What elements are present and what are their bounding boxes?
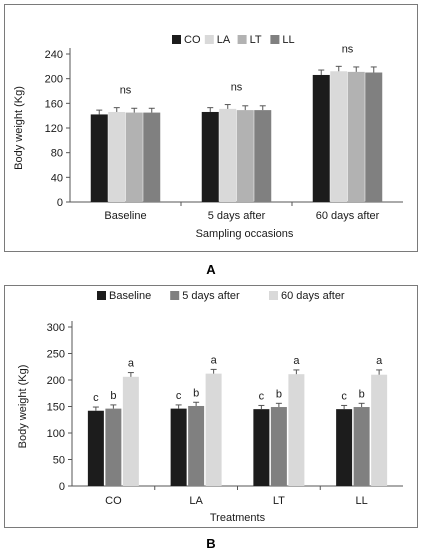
- significance-letter: a: [211, 354, 218, 366]
- significance-letter: b: [193, 387, 199, 399]
- x-tick-label: LA: [189, 495, 203, 507]
- significance-letter: a: [128, 358, 135, 370]
- bar: [108, 111, 126, 202]
- y-tick-label: 240: [45, 49, 63, 61]
- chart-b: 0 50 100 150 200 250 300 Body weight (Kg) Treatm…: [17, 290, 403, 524]
- x-tick-label: LT: [273, 495, 285, 507]
- legend-swatch: [269, 291, 278, 300]
- legend-label: CO: [184, 34, 201, 46]
- significance-letter: c: [341, 390, 347, 402]
- x-tick-label: 60 days after: [316, 210, 380, 222]
- y-tick-label: 100: [47, 428, 65, 440]
- legend-swatch: [204, 35, 214, 44]
- significance-letter: b: [359, 388, 365, 400]
- y-tick-label: 40: [51, 172, 63, 184]
- x-tick-label: 5 days after: [208, 210, 266, 222]
- legend-label: 5 days after: [182, 290, 240, 302]
- y-tick-label: 0: [57, 197, 63, 209]
- significance-letter: a: [376, 355, 383, 367]
- bar: [143, 112, 161, 202]
- y-axis-label: Body weight (Kg): [17, 365, 29, 449]
- bar: [288, 374, 305, 486]
- bar: [188, 405, 205, 486]
- x-tick-label: Baseline: [104, 210, 146, 222]
- ns-annotation: ns: [231, 82, 243, 94]
- bar: [87, 410, 104, 486]
- y-tick-label: 200: [45, 74, 63, 86]
- chart-a: 0 40 80 120 160 200 240 Body weight (Kg) Samplin…: [13, 34, 403, 240]
- bar: [347, 71, 365, 202]
- ns-annotation: ns: [120, 85, 132, 97]
- y-tick-label: 80: [51, 148, 63, 160]
- panel-label-b: B: [206, 536, 216, 551]
- legend-label: LT: [250, 34, 262, 46]
- x-tick-label: LL: [356, 495, 368, 507]
- legend-label: LA: [217, 34, 231, 46]
- y-tick-label: 150: [47, 402, 65, 414]
- panel-label-a: A: [206, 262, 216, 277]
- y-axis-label: Body weight (Kg): [13, 86, 25, 170]
- y-tick-label: 300: [47, 322, 65, 334]
- bar: [105, 408, 122, 486]
- significance-letter: c: [176, 390, 182, 402]
- bar: [270, 407, 287, 486]
- legend-label: 60 days after: [281, 290, 345, 302]
- significance-letter: b: [276, 388, 282, 400]
- y-tick-label: 0: [59, 481, 65, 493]
- y-tick-label: 50: [53, 455, 65, 467]
- bar: [371, 374, 388, 486]
- significance-letter: a: [293, 355, 300, 367]
- bar: [201, 111, 219, 202]
- bar: [365, 72, 383, 202]
- y-tick-label: 120: [45, 123, 63, 135]
- significance-letter: c: [259, 390, 265, 402]
- bar: [236, 110, 254, 202]
- bar: [312, 74, 330, 202]
- bar: [253, 409, 270, 486]
- bar: [122, 376, 139, 486]
- bar: [336, 409, 353, 486]
- legend-swatch: [172, 35, 181, 44]
- bar: [125, 112, 143, 202]
- legend-swatch: [170, 291, 180, 300]
- bar: [170, 408, 187, 486]
- significance-letter: c: [93, 392, 99, 404]
- x-tick-label: CO: [105, 495, 122, 507]
- significance-letter: b: [110, 390, 116, 402]
- legend-swatch: [237, 35, 247, 44]
- y-tick-label: 200: [47, 375, 65, 387]
- bar: [205, 373, 222, 486]
- bar: [219, 108, 237, 202]
- ns-annotation: ns: [342, 43, 354, 55]
- bar: [90, 114, 108, 202]
- bar: [330, 71, 348, 203]
- x-axis-label: Sampling occasions: [196, 228, 294, 240]
- y-tick-label: 250: [47, 349, 65, 361]
- legend-swatch: [97, 291, 106, 300]
- bar: [353, 407, 370, 486]
- legend-label: Baseline: [109, 290, 151, 302]
- legend-swatch: [270, 35, 280, 44]
- y-tick-label: 160: [45, 98, 63, 110]
- bar: [254, 110, 272, 202]
- legend-label: LL: [282, 34, 294, 46]
- x-axis-label: Treatments: [210, 512, 266, 524]
